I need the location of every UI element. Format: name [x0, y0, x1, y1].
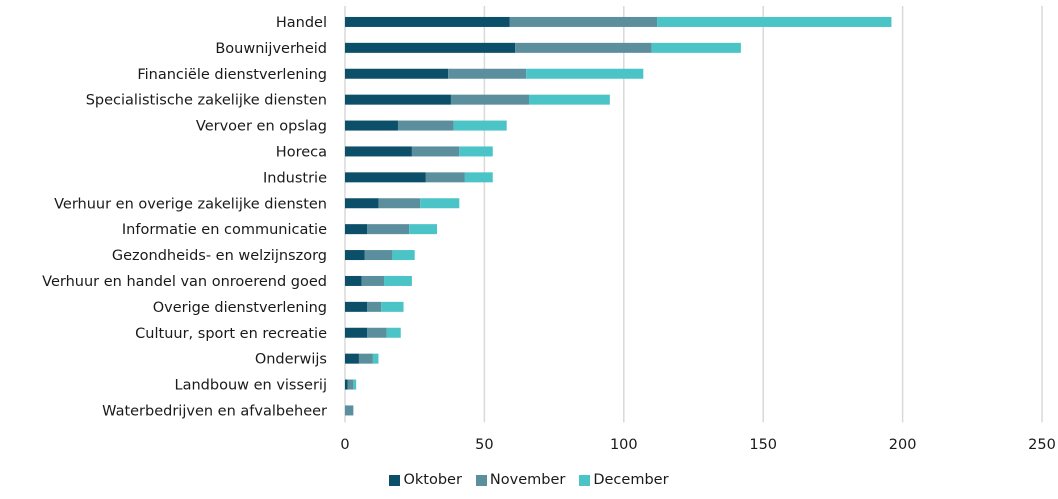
legend: Oktober November December: [0, 472, 1058, 488]
legend-label-december: December: [593, 472, 669, 488]
bar-segment-november: [448, 68, 527, 79]
bar-segment-oktober: [345, 301, 368, 312]
bar-segment-november: [450, 94, 530, 105]
category-label: Verhuur en handel van onroerend goed: [42, 274, 327, 290]
bar-segment-november: [378, 198, 421, 209]
bar-segment-december: [459, 146, 493, 157]
legend-swatch-december: [579, 474, 591, 486]
bar-segment-oktober: [345, 275, 362, 286]
category-label: Gezondheids- en welzijnszorg: [112, 248, 327, 264]
bar-segment-november: [367, 224, 410, 235]
bar-segment-oktober: [345, 146, 412, 157]
legend-label-oktober: Oktober: [403, 472, 462, 488]
x-tick-label: 50: [475, 437, 493, 453]
category-label: Onderwijs: [255, 352, 327, 368]
category-label: Specialistische zakelijke diensten: [86, 93, 327, 109]
bar-segment-november: [347, 379, 354, 390]
bar-segment-december: [464, 172, 493, 183]
legend-item-november: November: [475, 472, 566, 488]
bar-segment-december: [453, 120, 507, 131]
legend-item-december: December: [579, 472, 669, 488]
category-label: Handel: [276, 15, 327, 31]
bar-segment-november: [515, 42, 652, 53]
category-label: Informatie en communicatie: [122, 222, 327, 238]
bar-segment-november: [367, 301, 382, 312]
category-label: Waterbedrijven en afvalbeheer: [102, 403, 327, 419]
bar-segment-november: [425, 172, 465, 183]
legend-item-oktober: Oktober: [389, 472, 462, 488]
x-tick-label: 0: [340, 437, 349, 453]
gridlines: [344, 6, 1043, 423]
bar-segment-oktober: [345, 94, 451, 105]
bars: [345, 16, 892, 416]
bar-segment-oktober: [345, 353, 359, 364]
category-label: Cultuur, sport en recreatie: [135, 326, 327, 342]
bar-segment-december: [409, 224, 438, 235]
legend-label-november: November: [489, 472, 566, 488]
bar-segment-oktober: [345, 172, 426, 183]
bar-segment-december: [386, 327, 401, 338]
x-axis-ticks: 0 50 100 150 200 250: [340, 437, 1055, 453]
category-label: Horeca: [276, 144, 327, 160]
bar-segment-oktober: [345, 16, 510, 27]
bar-segment-oktober: [345, 250, 365, 261]
bar-segment-december: [381, 301, 404, 312]
bar-segment-november: [361, 275, 385, 286]
category-label: Industrie: [263, 170, 327, 186]
bar-segment-november: [358, 353, 373, 364]
category-label: Financiële dienstverlening: [137, 67, 327, 83]
bar-segment-november: [345, 405, 354, 416]
bar-segment-november: [509, 16, 658, 27]
bar-segment-december: [392, 250, 415, 261]
x-tick-label: 100: [610, 437, 638, 453]
bar-segment-oktober: [345, 42, 516, 53]
bar-segment-december: [372, 353, 379, 364]
bar-segment-oktober: [345, 327, 368, 338]
bar-segment-november: [397, 120, 454, 131]
stacked-bar-chart: Handel Bouwnijverheid Financiële dienstver…: [42, 6, 1056, 453]
bar-segment-december: [529, 94, 610, 105]
category-label: Verhuur en overige zakelijke diensten: [54, 196, 327, 212]
bar-segment-december: [651, 42, 741, 53]
legend-swatch-november: [475, 474, 487, 486]
category-label: Vervoer en opslag: [196, 119, 327, 135]
x-tick-label: 250: [1028, 437, 1056, 453]
x-tick-label: 150: [749, 437, 777, 453]
bar-segment-november: [367, 327, 387, 338]
bar-segment-november: [364, 250, 393, 261]
category-labels: Handel Bouwnijverheid Financiële dienstver…: [42, 15, 327, 420]
bar-segment-december: [384, 275, 412, 286]
bar-segment-oktober: [345, 198, 379, 209]
category-label: Bouwnijverheid: [215, 41, 327, 57]
bar-segment-oktober: [345, 379, 348, 390]
bar-segment-december: [353, 379, 357, 390]
x-tick-label: 200: [889, 437, 917, 453]
category-label: Overige dienstverlening: [153, 300, 327, 316]
bar-segment-december: [657, 16, 892, 27]
bar-segment-oktober: [345, 120, 398, 131]
bar-segment-december: [420, 198, 460, 209]
legend-swatch-oktober: [389, 474, 401, 486]
bar-segment-oktober: [345, 224, 368, 235]
bar-segment-oktober: [345, 68, 449, 79]
bar-segment-december: [526, 68, 644, 79]
bar-segment-november: [411, 146, 460, 157]
category-label: Landbouw en visserij: [175, 378, 327, 394]
